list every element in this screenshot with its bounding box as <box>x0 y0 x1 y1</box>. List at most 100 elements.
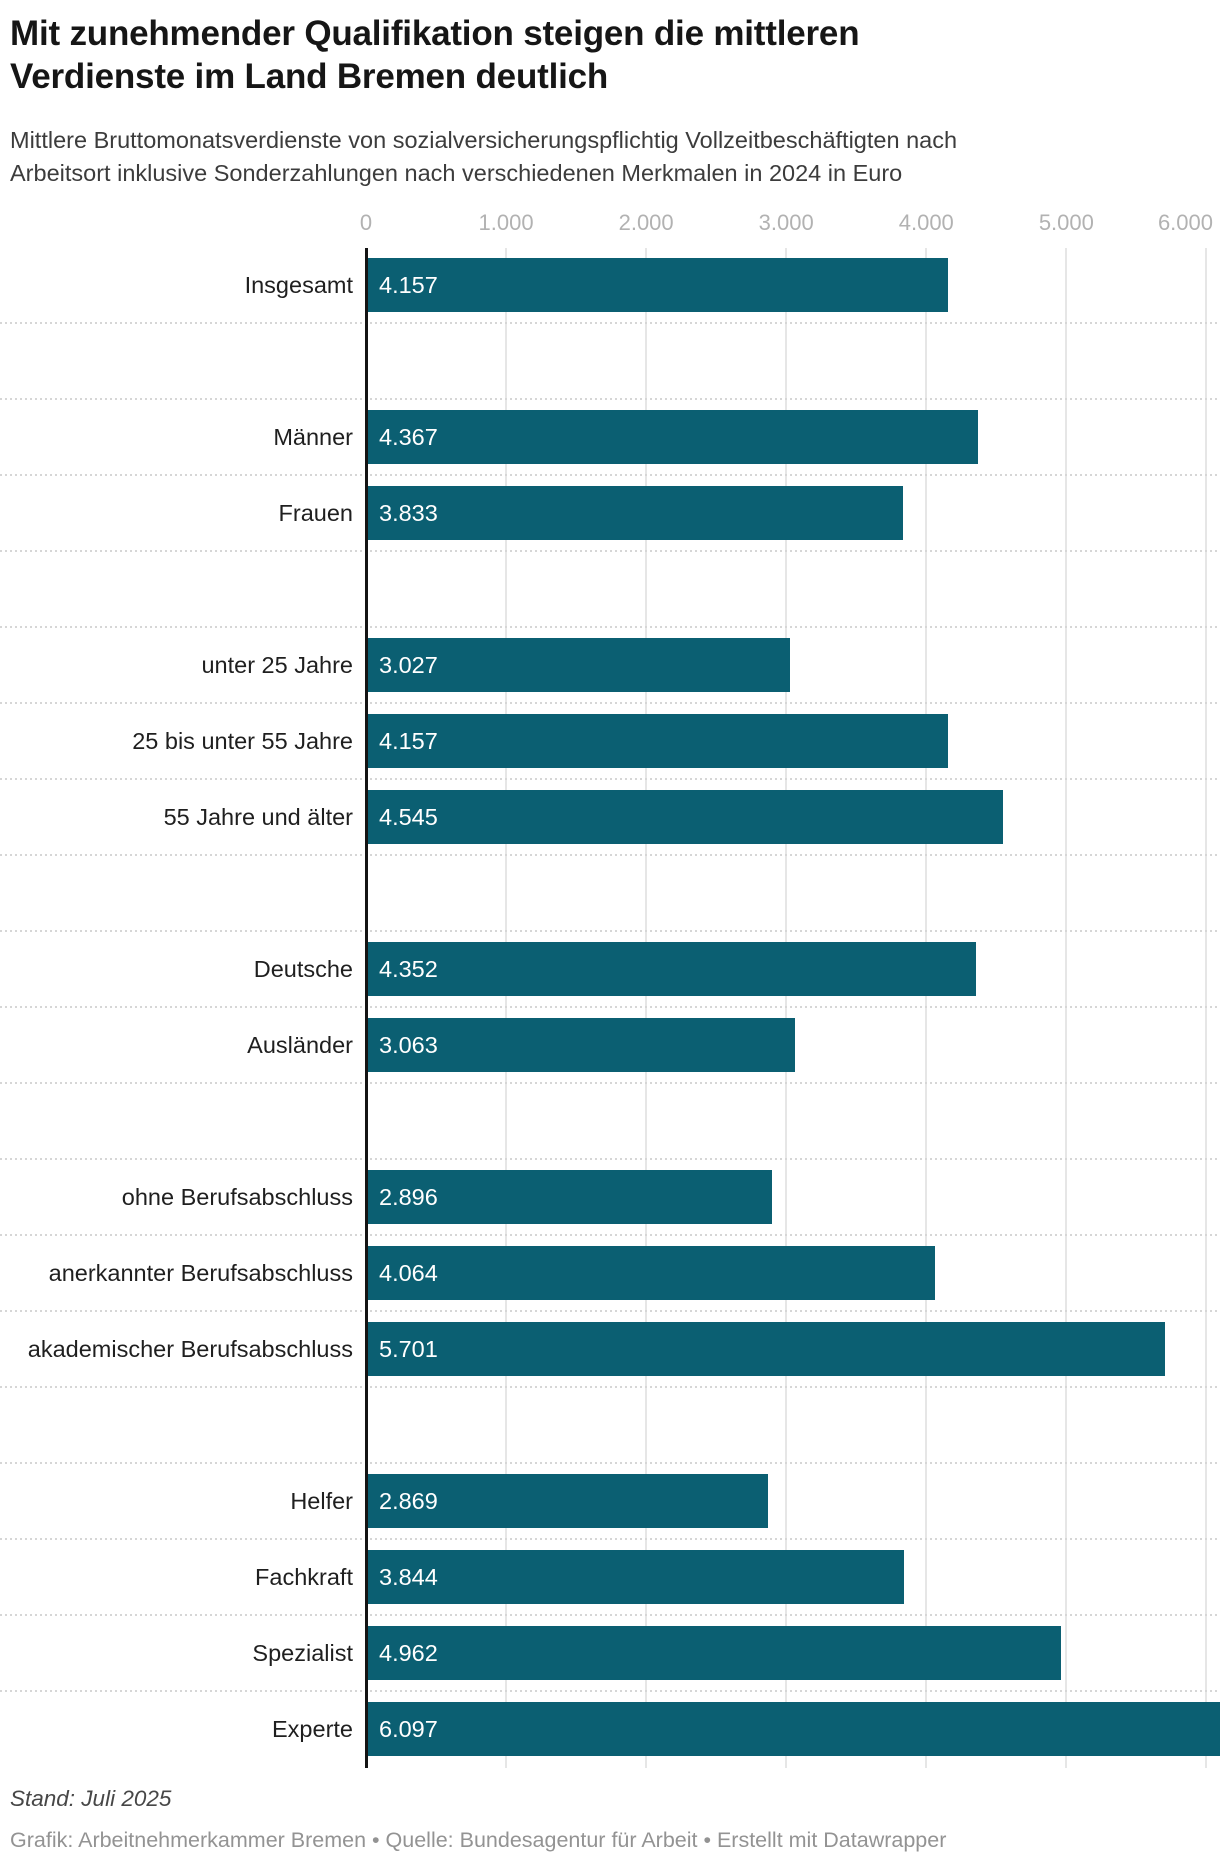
bar: 4.352 <box>366 942 976 996</box>
bar: 5.701 <box>366 1322 1165 1376</box>
bar: 4.157 <box>366 714 949 768</box>
category-label: akademischer Berufsabschluss <box>27 1336 353 1362</box>
bar-value-label: 4.064 <box>379 1259 438 1286</box>
category-label: Fachkraft <box>255 1564 353 1590</box>
bar: 3.027 <box>366 638 790 692</box>
category-label: anerkannter Berufsabschluss <box>48 1260 353 1286</box>
gridline <box>505 248 508 1768</box>
bar: 4.157 <box>366 258 949 312</box>
bar-track: 4.962 <box>366 1626 1220 1680</box>
chart-subtitle-line-2: Arbeitsort inklusive Sonderzahlungen nac… <box>10 160 903 187</box>
category-label: Experte <box>272 1716 353 1742</box>
bar: 2.896 <box>366 1170 772 1224</box>
bar-track: 2.896 <box>366 1170 1220 1224</box>
bar: 2.869 <box>366 1474 768 1528</box>
gridline <box>1065 248 1068 1768</box>
credits-line: Grafik: Arbeitnehmerkammer Bremen • Quel… <box>10 1828 947 1852</box>
plot-area: Insgesamt 4.157 Männer 4.367 Frauen 3.833 unte… <box>0 248 1220 1768</box>
group-gap-row <box>0 1388 1220 1464</box>
bar-row: akademischer Berufsabschluss 5.701 <box>0 1312 1220 1388</box>
bar-track: 4.157 <box>366 714 1220 768</box>
chart-title-line-2: Verdienste im Land Bremen deutlich <box>10 57 609 97</box>
chart-subtitle: Mittlere Bruttomonatsverdienste von sozi… <box>10 124 1208 191</box>
category-label: 25 bis unter 55 Jahre <box>132 728 353 754</box>
bar-track: 4.064 <box>366 1246 1220 1300</box>
bar-row: anerkannter Berufsabschluss 4.064 <box>0 1236 1220 1312</box>
chart-title-line-1: Mit zunehmender Qualifikation steigen di… <box>10 14 860 53</box>
vertical-gridlines <box>366 248 1220 1768</box>
category-label: ohne Berufsabschluss <box>121 1184 353 1210</box>
category-label: unter 25 Jahre <box>201 652 353 678</box>
bar-row: 25 bis unter 55 Jahre 4.157 <box>0 704 1220 780</box>
bar-row: Insgesamt 4.157 <box>0 248 1220 324</box>
bar-value-label: 4.352 <box>379 955 438 982</box>
bar: 4.545 <box>366 790 1003 844</box>
bar-row: Spezialist 4.962 <box>0 1616 1220 1692</box>
category-label: 55 Jahre und älter <box>163 804 353 830</box>
bar-track: 4.352 <box>366 942 1220 996</box>
bar: 3.063 <box>366 1018 796 1072</box>
gridline <box>645 248 648 1768</box>
category-label: Deutsche <box>253 956 353 982</box>
bar: 4.962 <box>366 1626 1062 1680</box>
bar-value-label: 4.962 <box>379 1639 438 1666</box>
bar-row: Helfer 2.869 <box>0 1464 1220 1540</box>
chart-header: Mit zunehmender Qualifikation steigen di… <box>0 0 1220 191</box>
category-label: Spezialist <box>252 1640 353 1666</box>
bar: 4.064 <box>366 1246 936 1300</box>
bar-track: 5.701 <box>366 1322 1220 1376</box>
x-axis-tick-label: 0 <box>359 210 373 235</box>
chart-title: Mit zunehmender Qualifikation steigen di… <box>10 12 1208 98</box>
gridline <box>785 248 788 1768</box>
bar-row: Ausländer 3.063 <box>0 1008 1220 1084</box>
bar-value-label: 2.896 <box>379 1183 438 1210</box>
bar-value-label: 4.157 <box>379 271 438 298</box>
category-label: Insgesamt <box>244 272 353 298</box>
plot-rows: Insgesamt 4.157 Männer 4.367 Frauen 3.833 unte… <box>0 248 1220 1768</box>
chart-subtitle-line-1: Mittlere Bruttomonatsverdienste von sozi… <box>10 127 958 154</box>
group-gap-row <box>0 856 1220 932</box>
bar-row: Deutsche 4.352 <box>0 932 1220 1008</box>
bar-row: unter 25 Jahre 3.027 <box>0 628 1220 704</box>
gridline <box>1205 248 1208 1768</box>
bar-track: 3.027 <box>366 638 1220 692</box>
bar: 3.844 <box>366 1550 905 1604</box>
bar-value-label: 4.157 <box>379 727 438 754</box>
bar-value-label: 3.063 <box>379 1031 438 1058</box>
x-axis-tick-label: 3.000 <box>758 210 814 235</box>
group-gap-row <box>0 324 1220 400</box>
bar-value-label: 2.869 <box>379 1487 438 1514</box>
bar-track: 3.844 <box>366 1550 1220 1604</box>
group-gap-row <box>0 552 1220 628</box>
category-label: Männer <box>273 424 353 450</box>
bar-value-label: 3.833 <box>379 499 438 526</box>
x-axis-tick-labels: 0 1.000 2.000 3.000 4.000 5.000 6.000 <box>360 210 1220 246</box>
bar-value-label: 3.027 <box>379 651 438 678</box>
gridline <box>925 248 928 1768</box>
bar-value-label: 5.701 <box>379 1335 438 1362</box>
bar-track: 6.097 <box>366 1702 1220 1756</box>
bar: 3.833 <box>366 486 903 540</box>
bar-value-label: 3.844 <box>379 1563 438 1590</box>
bar-row: Fachkraft 3.844 <box>0 1540 1220 1616</box>
category-label: Ausländer <box>247 1032 353 1058</box>
category-label: Helfer <box>290 1488 353 1514</box>
x-axis-tick-label: 6.000 <box>1157 210 1214 235</box>
y-axis-line <box>365 248 368 1768</box>
bar: 4.367 <box>366 410 978 464</box>
bar-value-label: 6.097 <box>379 1715 438 1742</box>
bar-value-label: 4.545 <box>379 803 438 830</box>
bar-track: 3.833 <box>366 486 1220 540</box>
bar-value-label: 4.367 <box>379 423 438 450</box>
category-label: Frauen <box>278 500 353 526</box>
x-axis-tick-label: 2.000 <box>618 210 674 235</box>
bar-row: 55 Jahre und älter 4.545 <box>0 780 1220 856</box>
bar-row: Experte 6.097 <box>0 1692 1220 1768</box>
x-axis-tick-label: 1.000 <box>478 210 534 235</box>
bar-track: 2.869 <box>366 1474 1220 1528</box>
group-gap-row <box>0 1084 1220 1160</box>
bar-track: 3.063 <box>366 1018 1220 1072</box>
bar-track: 4.545 <box>366 790 1220 844</box>
data-date-note: Stand: Juli 2025 <box>10 1786 172 1811</box>
x-axis-tick-label: 5.000 <box>1038 210 1094 235</box>
